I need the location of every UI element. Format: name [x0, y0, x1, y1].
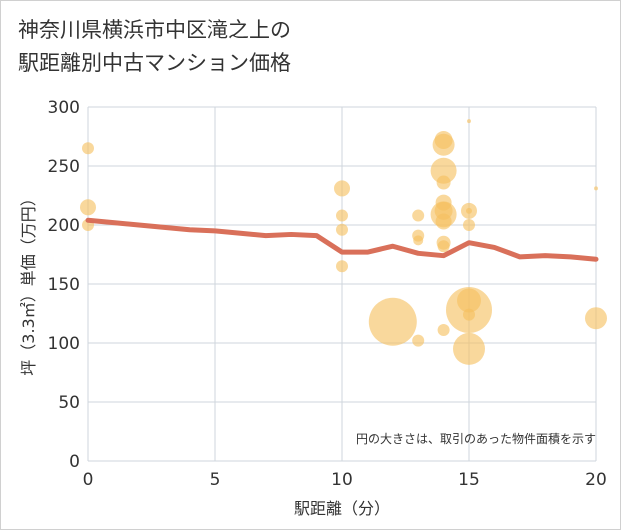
y-tick-label-200: 200 [48, 216, 80, 236]
bubble-23 [437, 324, 450, 337]
x-tick-label-15: 15 [458, 470, 480, 490]
y-axis-title: 坪（3.3㎡）単価（万円） [19, 190, 38, 375]
y-tick-label-250: 250 [48, 157, 80, 177]
chart-title-line-2: 駅距離別中古マンション価格 [18, 51, 291, 75]
bubble-24 [467, 119, 471, 124]
bubble-series [80, 119, 607, 365]
bubble-27 [463, 219, 475, 231]
chart-title: 神奈川県横浜市中区滝之上の 駅距離別中古マンション価格 [18, 14, 291, 80]
bubble-30 [463, 308, 475, 321]
bubble-33 [585, 307, 607, 330]
bubble-20 [435, 213, 452, 230]
bubble-4 [334, 180, 350, 197]
size-annotation: 円の大きさは、取引のあった物件面積を示す [356, 431, 596, 446]
bubble-26 [466, 207, 472, 214]
bubble-1 [82, 142, 94, 155]
y-tick-label-100: 100 [48, 334, 80, 354]
bubble-11 [413, 235, 424, 246]
chart-title-line-1: 神奈川県横浜市中区滝之上の [18, 18, 291, 42]
bubble-6 [336, 223, 348, 236]
bubble-5 [336, 209, 348, 222]
bubble-15 [430, 157, 457, 184]
bubble-32 [594, 186, 598, 191]
x-tick-label-20: 20 [585, 470, 607, 490]
bubble-31 [453, 332, 485, 365]
trend-line-group [85, 217, 599, 262]
bubble-22 [437, 240, 450, 253]
bubble-16 [436, 175, 451, 190]
y-tick-label-150: 150 [48, 275, 80, 295]
bubble-12 [412, 334, 425, 347]
bubble-14 [432, 133, 455, 156]
x-tick-label-0: 0 [83, 470, 94, 490]
x-tick-label-10: 10 [331, 470, 353, 490]
x-axis-title: 駅距離（分） [294, 499, 390, 518]
y-tick-label-300: 300 [48, 98, 80, 118]
trend-line [85, 217, 599, 262]
y-tick-label-0: 0 [69, 452, 80, 472]
gridlines [87, 106, 597, 462]
x-tick-label-5: 5 [210, 470, 221, 490]
y-tick-label-50: 50 [58, 393, 80, 413]
bubble-8 [368, 297, 417, 346]
bubble-7 [336, 260, 348, 273]
bubble-2 [80, 199, 96, 216]
axis-ticks: 0 50 100 150 200 250 300 0 5 10 15 20 [48, 98, 607, 490]
bubble-9 [412, 209, 425, 222]
